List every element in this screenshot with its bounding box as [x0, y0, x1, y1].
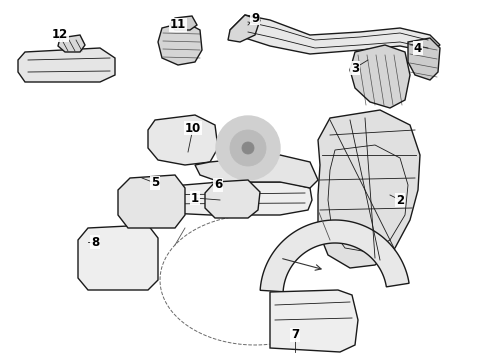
Polygon shape — [158, 22, 202, 65]
Polygon shape — [118, 175, 185, 228]
Polygon shape — [148, 115, 218, 165]
Polygon shape — [260, 220, 409, 292]
Text: 5: 5 — [151, 176, 159, 189]
Polygon shape — [205, 180, 260, 218]
Polygon shape — [140, 182, 312, 215]
Polygon shape — [58, 35, 85, 52]
Polygon shape — [318, 110, 420, 268]
Polygon shape — [350, 45, 410, 108]
Polygon shape — [230, 15, 440, 54]
Text: 1: 1 — [191, 192, 199, 204]
Text: 10: 10 — [185, 122, 201, 135]
Text: 3: 3 — [351, 62, 359, 75]
Polygon shape — [78, 225, 158, 290]
Circle shape — [242, 142, 254, 154]
Text: 2: 2 — [396, 194, 404, 207]
Circle shape — [216, 116, 280, 180]
Text: 7: 7 — [291, 328, 299, 342]
Text: 6: 6 — [214, 179, 222, 192]
Circle shape — [230, 130, 266, 166]
Text: 12: 12 — [52, 28, 68, 41]
Polygon shape — [18, 48, 115, 82]
Polygon shape — [130, 190, 172, 218]
Text: 11: 11 — [170, 18, 186, 31]
Polygon shape — [142, 196, 165, 213]
Polygon shape — [195, 155, 318, 188]
Polygon shape — [408, 38, 440, 80]
Polygon shape — [90, 240, 148, 280]
Polygon shape — [270, 290, 358, 352]
Polygon shape — [228, 15, 260, 42]
Polygon shape — [170, 16, 197, 30]
Text: 4: 4 — [414, 41, 422, 54]
Text: 8: 8 — [91, 235, 99, 248]
Text: 9: 9 — [251, 12, 259, 24]
